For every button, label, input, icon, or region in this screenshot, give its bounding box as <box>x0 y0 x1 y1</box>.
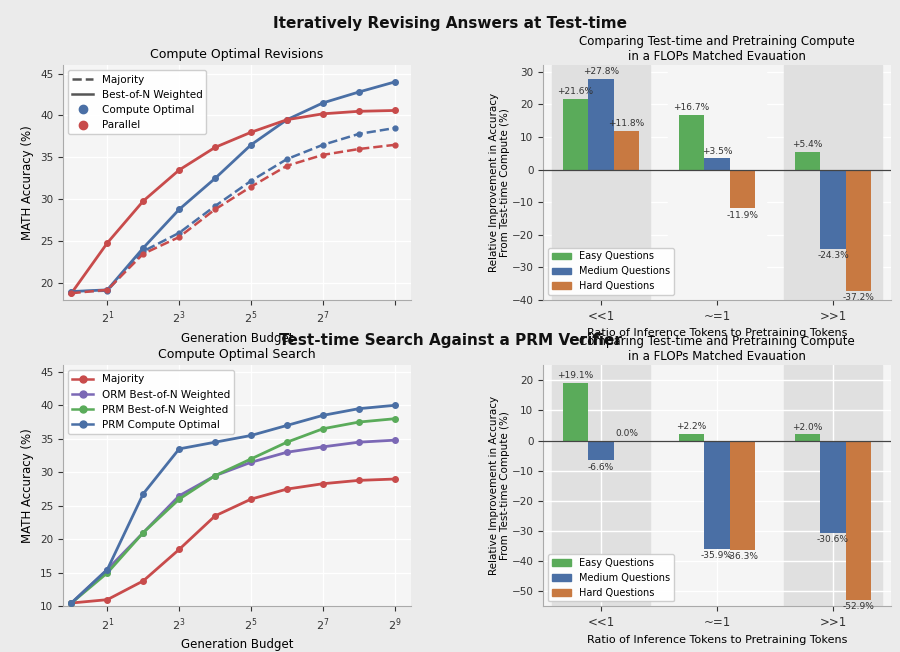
Legend: Majority, Best-of-N Weighted, Compute Optimal, Parallel: Majority, Best-of-N Weighted, Compute Op… <box>68 70 206 134</box>
Y-axis label: Relative Improvement in Accuracy
From Test-time Compute (%): Relative Improvement in Accuracy From Te… <box>489 93 510 272</box>
Text: +11.8%: +11.8% <box>608 119 644 128</box>
Bar <box>705 441 730 549</box>
Text: -37.2%: -37.2% <box>842 293 875 303</box>
Bar <box>669 365 766 606</box>
Bar <box>679 434 705 441</box>
Bar <box>795 434 820 441</box>
Bar <box>795 152 820 170</box>
Title: Compute Optimal Search: Compute Optimal Search <box>158 348 316 361</box>
Bar <box>846 170 871 291</box>
Text: Iteratively Revising Answers at Test-time: Iteratively Revising Answers at Test-tim… <box>273 16 627 31</box>
Bar <box>669 65 766 300</box>
X-axis label: Ratio of Inference Tokens to Pretraining Tokens: Ratio of Inference Tokens to Pretraining… <box>587 634 847 645</box>
Bar <box>820 441 846 533</box>
Bar <box>679 115 705 170</box>
Text: +5.4%: +5.4% <box>792 140 823 149</box>
Text: -52.9%: -52.9% <box>842 602 875 612</box>
Text: 0.0%: 0.0% <box>615 429 638 438</box>
Y-axis label: MATH Accuracy (%): MATH Accuracy (%) <box>22 428 34 543</box>
Title: Compute Optimal Revisions: Compute Optimal Revisions <box>150 48 324 61</box>
Text: +2.0%: +2.0% <box>792 423 823 432</box>
Text: -35.9%: -35.9% <box>701 551 734 560</box>
Bar <box>730 441 755 550</box>
Legend: Easy Questions, Medium Questions, Hard Questions: Easy Questions, Medium Questions, Hard Q… <box>548 554 674 602</box>
Bar <box>614 131 639 170</box>
Bar <box>730 170 755 208</box>
Y-axis label: MATH Accuracy (%): MATH Accuracy (%) <box>22 125 34 240</box>
Bar <box>705 158 730 170</box>
Text: Test-time Search Against a PRM Verifier: Test-time Search Against a PRM Verifier <box>279 333 621 348</box>
Text: +2.2%: +2.2% <box>677 422 706 432</box>
Bar <box>562 99 589 170</box>
Bar <box>562 383 589 441</box>
Text: -30.6%: -30.6% <box>817 535 849 544</box>
Text: +27.8%: +27.8% <box>583 67 619 76</box>
X-axis label: Generation Budget: Generation Budget <box>181 332 293 345</box>
Text: +3.5%: +3.5% <box>702 147 733 155</box>
Bar <box>820 170 846 248</box>
Text: -36.3%: -36.3% <box>726 552 759 561</box>
Title: Comparing Test-time and Pretraining Compute
in a FLOPs Matched Evauation: Comparing Test-time and Pretraining Comp… <box>580 334 855 363</box>
Bar <box>589 441 614 460</box>
Bar <box>846 441 871 600</box>
Text: +19.1%: +19.1% <box>557 372 594 381</box>
Title: Comparing Test-time and Pretraining Compute
in a FLOPs Matched Evauation: Comparing Test-time and Pretraining Comp… <box>580 35 855 63</box>
Text: -24.3%: -24.3% <box>817 251 849 260</box>
Bar <box>589 79 614 170</box>
Bar <box>553 365 650 606</box>
Y-axis label: Relative Improvement in Accuracy
From Test-time Compute (%): Relative Improvement in Accuracy From Te… <box>489 396 510 575</box>
Legend: Easy Questions, Medium Questions, Hard Questions: Easy Questions, Medium Questions, Hard Q… <box>548 248 674 295</box>
X-axis label: Ratio of Inference Tokens to Pretraining Tokens: Ratio of Inference Tokens to Pretraining… <box>587 328 847 338</box>
Bar <box>784 365 882 606</box>
Bar <box>553 65 650 300</box>
Text: -6.6%: -6.6% <box>588 463 614 472</box>
Text: -11.9%: -11.9% <box>726 211 759 220</box>
X-axis label: Generation Budget: Generation Budget <box>181 638 293 651</box>
Legend: Majority, ORM Best-of-N Weighted, PRM Best-of-N Weighted, PRM Compute Optimal: Majority, ORM Best-of-N Weighted, PRM Be… <box>68 370 234 434</box>
Text: +16.7%: +16.7% <box>673 104 710 112</box>
Text: +21.6%: +21.6% <box>557 87 594 96</box>
Bar <box>784 65 882 300</box>
